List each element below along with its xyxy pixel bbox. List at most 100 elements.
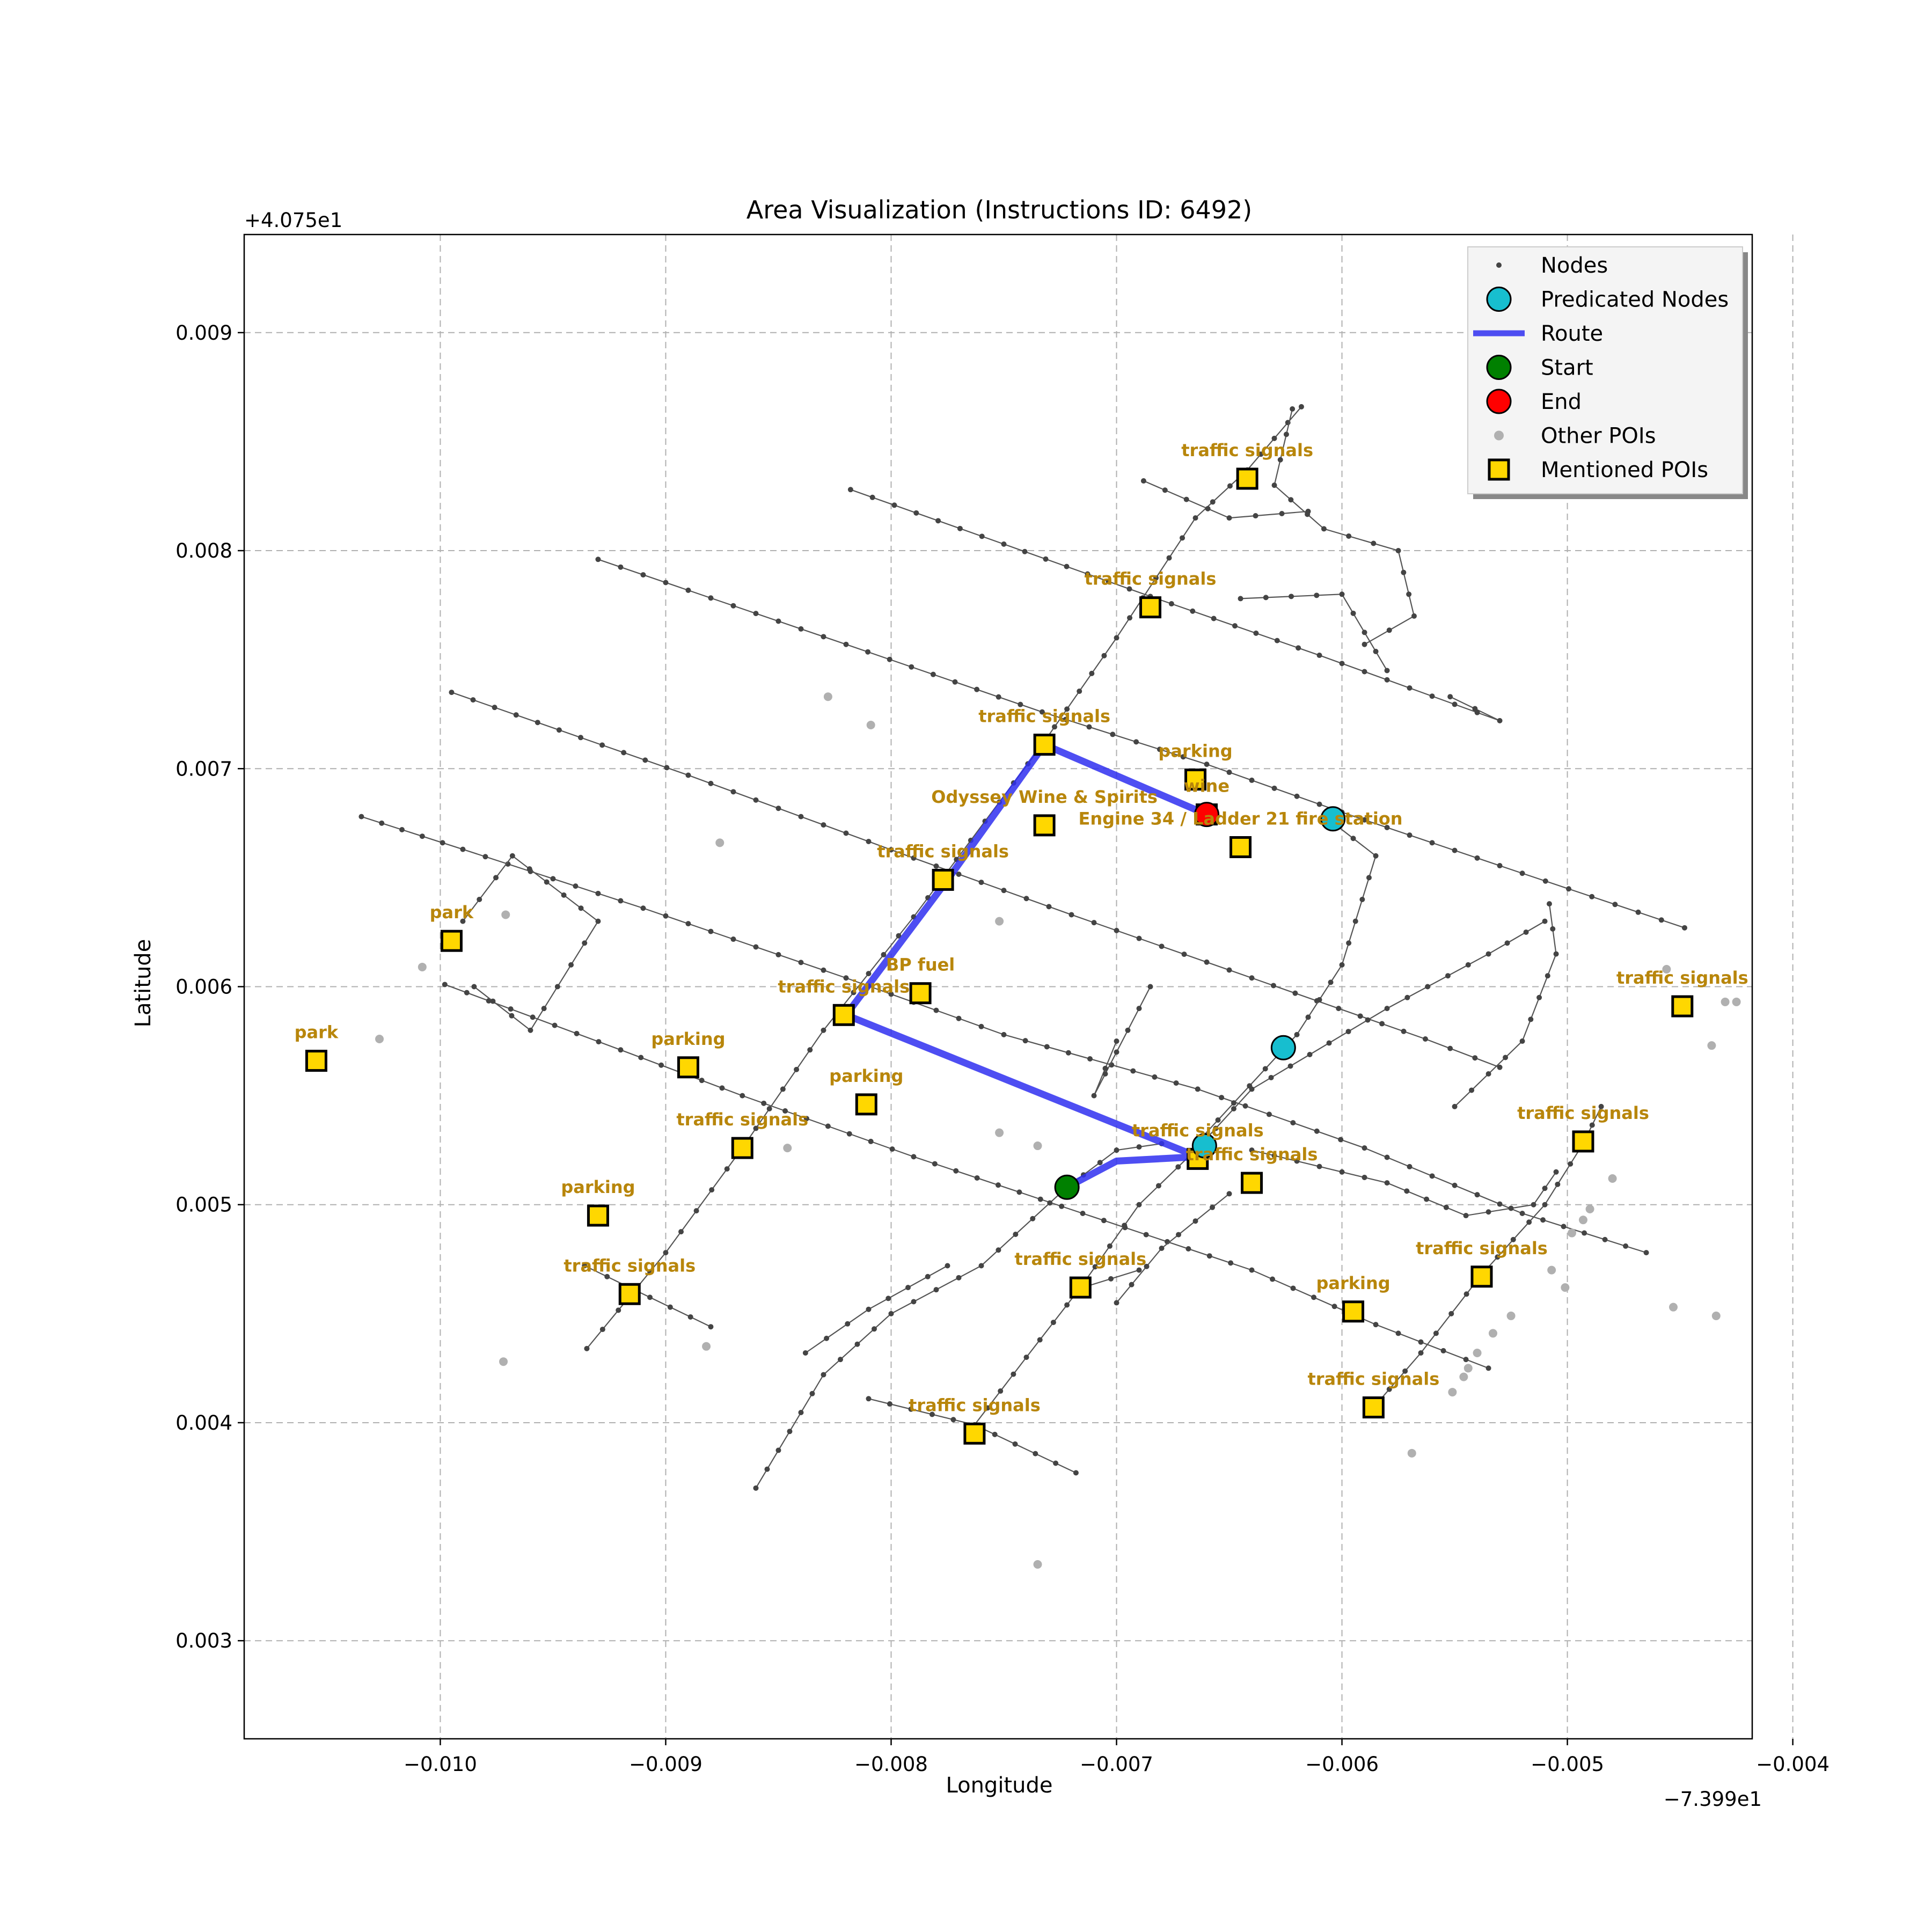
other-poi — [1459, 1372, 1468, 1381]
road-node — [807, 1047, 813, 1053]
road-node — [956, 1275, 962, 1280]
road-node — [1305, 511, 1311, 517]
mentioned-poi-label: parking — [651, 1029, 725, 1049]
x-axis-label: Longitude — [946, 1773, 1053, 1798]
road-node — [1175, 1164, 1181, 1170]
road-node — [618, 1047, 624, 1053]
road-node — [888, 1311, 894, 1316]
mentioned-poi-marker — [963, 1422, 986, 1445]
road-node — [1495, 1254, 1501, 1260]
road-node — [1238, 596, 1243, 602]
other-poi — [1463, 1364, 1473, 1373]
road-node — [911, 1299, 917, 1305]
road-node — [1452, 1182, 1458, 1188]
road-node — [1274, 638, 1280, 643]
road-node — [1210, 1204, 1216, 1210]
road-node — [1059, 1203, 1065, 1209]
road-node — [1279, 510, 1285, 516]
road-node — [753, 1485, 759, 1491]
road-node — [809, 1391, 815, 1396]
mentioned-poi-label: traffic signals — [877, 841, 1009, 861]
predicated-node — [1320, 806, 1346, 832]
road-node — [1463, 1213, 1469, 1219]
road-node — [1053, 1460, 1059, 1466]
road-node — [1092, 1264, 1098, 1270]
road-node — [1635, 909, 1641, 915]
road-node — [1147, 984, 1153, 990]
road-segment — [462, 855, 599, 1031]
road-node — [460, 846, 466, 852]
y-tick-label: 0.007 — [175, 757, 232, 780]
road-segment — [755, 1143, 1162, 1489]
markers-layer — [1054, 802, 1346, 1200]
other-poi — [823, 692, 832, 701]
road-node — [708, 1324, 714, 1330]
road-node — [824, 1335, 830, 1341]
legend-predicated-label: Predicated Nodes — [1541, 288, 1729, 312]
road-node — [708, 595, 714, 601]
road-node — [1153, 575, 1159, 581]
other-poi — [375, 1034, 384, 1043]
road-node — [798, 960, 804, 965]
road-node — [1159, 943, 1165, 949]
road-node — [1270, 983, 1276, 989]
road-node — [956, 872, 962, 877]
road-node — [1114, 1300, 1119, 1306]
road-node — [460, 918, 466, 924]
road-node — [1157, 747, 1162, 752]
road-node — [664, 765, 670, 771]
x-tick-label: −0.007 — [1080, 1753, 1153, 1776]
mentioned-poi-marker — [932, 868, 954, 891]
road-node — [1289, 594, 1294, 599]
road-node — [1316, 1163, 1322, 1169]
road-node — [1213, 1125, 1219, 1131]
legend-nodes-label: Nodes — [1541, 253, 1608, 278]
mentioned-poi-label: traffic signals — [676, 1109, 808, 1130]
road-node — [1612, 902, 1618, 908]
road-node — [821, 634, 826, 640]
road-node — [1350, 836, 1356, 841]
road-node — [1122, 1223, 1128, 1228]
mentioned-poi-marker — [1033, 734, 1056, 756]
road-node — [1063, 716, 1069, 722]
road-node — [1519, 870, 1525, 876]
legend-start-label: Start — [1541, 356, 1593, 380]
road-segment — [1202, 820, 1377, 1138]
road-node — [1064, 706, 1070, 712]
road-node — [933, 1287, 939, 1293]
other-poi — [1711, 1311, 1721, 1320]
road-node — [678, 1229, 684, 1235]
road-node — [1085, 571, 1091, 577]
road-node — [1379, 1021, 1385, 1027]
road-node — [1023, 896, 1029, 902]
road-node — [1249, 777, 1255, 783]
road-node — [663, 913, 669, 919]
road-node — [1077, 689, 1082, 694]
mentioned-poi-marker — [1069, 1276, 1092, 1299]
road-node — [1210, 499, 1216, 505]
road-node — [1452, 701, 1458, 707]
road-node — [419, 833, 425, 839]
road-node — [1249, 1147, 1255, 1153]
road-node — [1204, 959, 1210, 965]
road-node — [1037, 1337, 1043, 1343]
other-poi — [1721, 997, 1730, 1006]
road-node — [1292, 990, 1298, 996]
road-node — [1384, 668, 1390, 674]
mentioned-poi-label: traffic signals — [1132, 1120, 1264, 1140]
road-node — [568, 962, 574, 968]
road-node — [1589, 1122, 1595, 1128]
road-node — [1485, 1071, 1491, 1077]
road-node — [1528, 1016, 1534, 1022]
road-node — [667, 1304, 673, 1310]
road-node — [1485, 1365, 1491, 1371]
road-node — [1226, 515, 1232, 521]
road-node — [866, 971, 872, 977]
road-node — [730, 936, 736, 942]
road-node — [1227, 483, 1233, 489]
road-node — [399, 827, 405, 833]
road-node — [1133, 739, 1139, 745]
road-node — [869, 494, 875, 500]
road-node — [985, 1405, 991, 1411]
